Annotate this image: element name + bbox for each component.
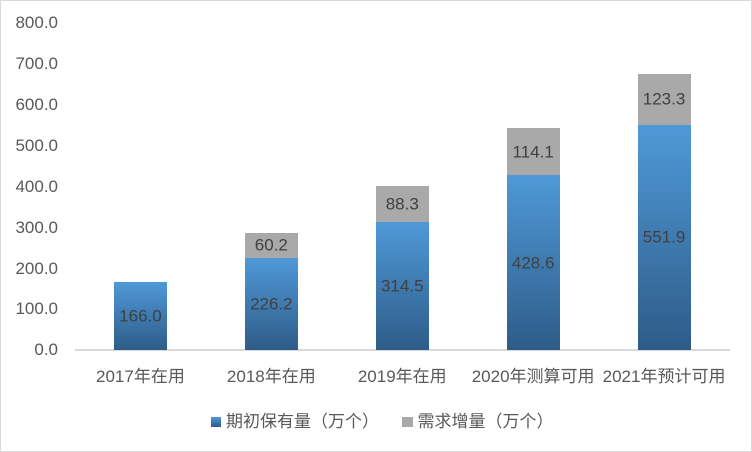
x-axis-category-label: 2018年在用 (226, 366, 316, 386)
data-label-series1-cat3: 314.5 (380, 276, 424, 296)
y-axis-tick-label: 800.0 (15, 13, 58, 33)
bar-segment-series1-cat4[interactable] (506, 175, 560, 351)
legend-item-series2[interactable]: 需求增量（万个） (402, 412, 554, 432)
data-label-series2-cat2: 60.2 (254, 235, 288, 255)
legend-item-series1[interactable]: 期初保有量（万个） (210, 411, 379, 432)
data-label-series1-cat4: 428.6 (511, 253, 555, 273)
legend: 期初保有量（万个） 需求增量（万个） (6, 412, 752, 432)
y-axis-tick-label: 200.0 (15, 258, 58, 278)
legend-label: 需求增量（万个） (417, 411, 554, 431)
data-label-series1-cat5: 551.9 (642, 227, 686, 247)
x-axis-category-label: 2017年在用 (96, 366, 185, 386)
bar-segment-series1-cat1[interactable] (113, 282, 167, 351)
legend-marker-icon (402, 416, 413, 428)
y-axis-tick-label: 700.0 (15, 54, 58, 73)
bar-segment-series2-cat2[interactable] (244, 233, 298, 258)
y-axis-tick-label: 400.0 (15, 176, 58, 196)
x-axis-category-label: 2019年在用 (357, 366, 447, 386)
y-axis-tick-label: 0.0 (34, 340, 58, 360)
data-label-series2-cat4: 114.1 (512, 142, 554, 162)
y-axis-tick-label: 600.0 (15, 94, 58, 114)
data-label-series1-cat2: 226.2 (250, 294, 293, 314)
bar-segment-series1-cat2[interactable] (244, 257, 298, 351)
y-axis-tick-label: 100.0 (15, 299, 58, 319)
bar-segment-series2-cat4[interactable] (506, 128, 560, 175)
legend-marker-icon (210, 416, 221, 428)
bar-segment-series2-cat3[interactable] (375, 185, 429, 222)
bar-segment-series1-cat5[interactable] (637, 124, 691, 351)
bar-segment-series2-cat5[interactable] (637, 74, 691, 125)
x-axis-category-label: 2021年预计可用 (602, 366, 726, 386)
legend-label: 期初保有量（万个） (226, 411, 379, 431)
y-axis-tick-label: 300.0 (15, 217, 58, 237)
x-axis-category-label: 2020年测算可用 (471, 366, 595, 386)
y-axis-tick-label: 500.0 (15, 135, 58, 155)
bar-segment-series1-cat3[interactable] (375, 221, 429, 351)
data-label-series2-cat5: 123.3 (642, 89, 686, 109)
data-label-series2-cat3: 88.3 (385, 194, 419, 214)
data-label-series1-cat1: 166.0 (119, 306, 162, 326)
